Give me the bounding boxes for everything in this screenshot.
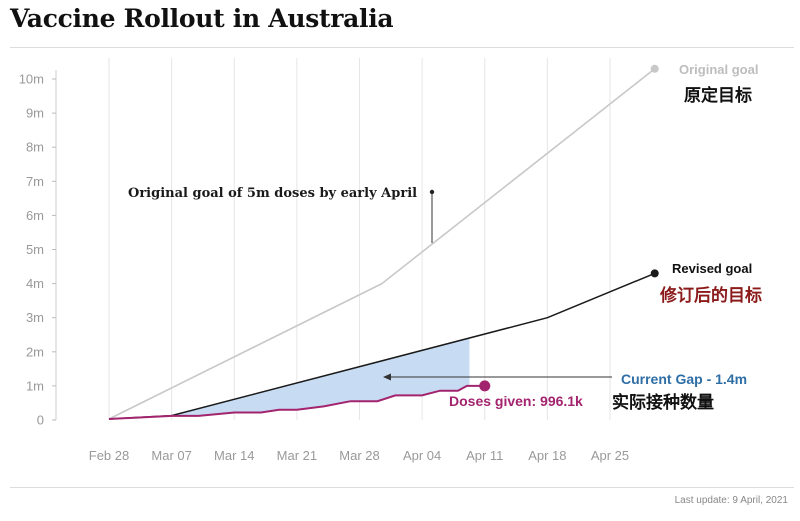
x-tick-label: Apr 11 [466, 448, 503, 463]
last-update-text: Last update: 9 April, 2021 [674, 495, 788, 506]
x-tick-label: Mar 28 [339, 448, 379, 463]
y-tick-label: 2m [26, 344, 44, 359]
x-tick-label: Mar 21 [277, 448, 317, 463]
revised-goal-label-cn: 修订后的目标 [659, 285, 762, 306]
y-tick-label: 10m [19, 72, 44, 87]
y-tick-label: 6m [26, 208, 44, 223]
y-tick-label: 5m [26, 242, 44, 257]
original-goal-label: Original goal [679, 62, 758, 77]
y-tick-label: 4m [26, 276, 44, 291]
current-gap-label: Current Gap - 1.4m [621, 371, 747, 387]
current-gap-arrowhead [383, 373, 391, 381]
doses-given-label: Doses given: 996.1k [449, 393, 583, 409]
revised-goal-endpoint [650, 269, 659, 278]
x-tick-label: Feb 28 [89, 448, 129, 463]
grid-lines [108, 58, 611, 420]
x-tick-label: Mar 07 [151, 448, 191, 463]
x-axis: Feb 28 Mar 07 Mar 14 Mar 21 Mar 28 Apr 04 Apr … [89, 448, 629, 463]
y-tick-label: 8m [26, 140, 44, 155]
y-tick-label: 0 [37, 413, 44, 428]
y-tick-label: 9m [26, 106, 44, 121]
header-divider [10, 47, 794, 48]
original-goal-note: Original goal of 5m doses by early April [128, 186, 417, 201]
doses-given-label-cn: 实际接种数量 [612, 392, 714, 413]
page-title: Vaccine Rollout in Australia [10, 4, 394, 33]
doses-given-endpoint [479, 380, 491, 392]
doses-given-line [108, 384, 485, 420]
y-tick-label: 1m [26, 378, 44, 393]
original-goal-label-cn: 原定目标 [684, 85, 752, 106]
original-goal-note-dot [429, 189, 435, 195]
revised-goal-label: Revised goal [672, 261, 752, 276]
x-tick-label: Apr 04 [403, 448, 441, 463]
current-gap-area [109, 338, 470, 419]
x-tick-label: Apr 25 [591, 448, 629, 463]
original-goal-line [108, 68, 656, 420]
x-tick-label: Apr 18 [528, 448, 566, 463]
y-tick-label: 3m [26, 310, 44, 325]
y-axis: 0 1m 2m 3m 4m 5m 6m 7m 8m 9m 10m [19, 70, 57, 428]
y-tick-label: 7m [26, 174, 44, 189]
footer-divider [10, 487, 794, 488]
original-goal-endpoint [650, 64, 659, 73]
x-tick-label: Mar 14 [214, 448, 254, 463]
